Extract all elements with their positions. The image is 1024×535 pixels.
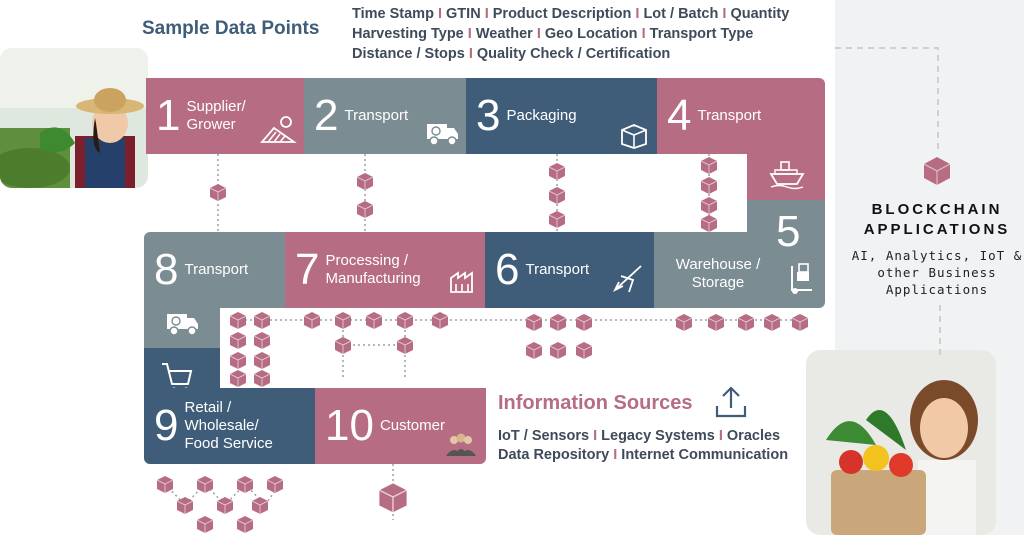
info-sources-line1: IoT / Sensors I Legacy Systems I Oracles <box>498 427 788 446</box>
blockchain-sub-3: Applications <box>885 282 989 297</box>
separator-bar: I <box>637 26 650 42</box>
list-item: Time Stamp <box>352 6 434 22</box>
warehouse-dolly-icon <box>791 263 812 294</box>
step-5-number: 5 <box>776 207 801 256</box>
step-9-top <box>144 348 220 393</box>
step-3-label: Packaging <box>506 107 577 124</box>
list-item: Transport Type <box>649 26 754 42</box>
cubes-row2 <box>229 311 809 388</box>
data-fields-line2: Harvesting Type I Weather I Geo Location… <box>352 24 789 44</box>
data-fields-line1: Time Stamp I GTIN I Product Description … <box>352 4 789 24</box>
list-item: Quantity <box>730 6 790 22</box>
separator-bar: I <box>631 6 644 22</box>
customer-photo <box>806 350 996 535</box>
data-fields: Time Stamp I GTIN I Product Description … <box>352 4 789 64</box>
step-1-number: 1 <box>156 91 181 140</box>
step-9-number: 9 <box>154 401 179 450</box>
blockchain-cube-icon <box>923 157 951 185</box>
step-10-label: Customer <box>379 417 445 434</box>
list-item: GTIN <box>446 6 481 22</box>
step-8-extension <box>144 308 220 348</box>
list-item: Quality Check / Certification <box>476 46 671 62</box>
list-item: Oracles <box>726 428 781 444</box>
separator-bar: I <box>464 46 477 62</box>
cubes-row1 <box>209 156 718 233</box>
list-item: Legacy Systems <box>601 428 715 444</box>
step-8-number: 8 <box>154 245 179 294</box>
list-item: Data Repository <box>498 447 610 463</box>
step-7-number: 7 <box>295 245 320 294</box>
factory-icon <box>450 271 473 293</box>
list-item: Geo Location <box>544 26 638 42</box>
step-8-transport[interactable]: 8 Transport <box>144 232 285 308</box>
cargo-ship-icon <box>769 161 805 190</box>
farm-field-icon <box>260 116 297 143</box>
blockchain-title-2: APPLICATIONS <box>863 221 1011 238</box>
separator-bar: I <box>589 428 602 444</box>
sample-data-header: Sample Data Points <box>142 18 320 39</box>
info-sources-title: Information Sources <box>498 392 693 414</box>
step-2-label: Transport <box>344 107 409 124</box>
step-6-number: 6 <box>495 245 520 294</box>
step-10-number: 10 <box>325 401 374 450</box>
airplane-icon <box>612 265 642 293</box>
step-3-packaging[interactable]: 3 Packaging <box>466 78 657 154</box>
delivery-truck-icon <box>427 124 458 146</box>
step-5-top <box>747 200 825 232</box>
list-item: Harvesting Type <box>352 26 464 42</box>
separator-bar: I <box>714 428 727 444</box>
step-4-label: Transport <box>697 107 762 124</box>
list-item: Distance / Stops <box>352 46 465 62</box>
step-9-retail[interactable]: 9 Retail / Wholesale/ Food Service <box>144 388 315 464</box>
step-7-processing[interactable]: 7 Processing / Manufacturing <box>285 232 485 308</box>
step-1-label: Supplier/ Grower <box>186 98 246 133</box>
step-4-number: 4 <box>667 91 692 140</box>
separator-bar: I <box>718 6 731 22</box>
step-6-label: Transport <box>525 261 590 278</box>
separator-bar: I <box>480 6 493 22</box>
blockchain-sub-2: other Business <box>877 265 997 280</box>
clock-truck-icon <box>167 314 198 336</box>
step-7-label: Processing / Manufacturing <box>325 252 421 287</box>
blockchain-title-1: BLOCKCHAIN <box>871 201 1003 218</box>
step-9-label: Retail / Wholesale/ Food Service <box>184 399 273 452</box>
step-1-supplier-grower[interactable]: 1 Supplier/ Grower <box>146 78 304 154</box>
step-8-label: Transport <box>184 261 249 278</box>
info-sources-list: IoT / Sensors I Legacy Systems I Oracles… <box>498 427 788 465</box>
separator-bar: I <box>532 26 545 42</box>
list-item: Internet Communication <box>621 447 789 463</box>
step-10-customer[interactable]: 10 Customer <box>315 388 486 464</box>
step-5-warehouse[interactable]: Warehouse / Storage <box>654 232 825 308</box>
separator-bar: I <box>463 26 476 42</box>
list-item: Product Description <box>492 6 632 22</box>
customers-icon <box>446 433 476 456</box>
package-box-icon <box>621 124 647 149</box>
step-4-transport[interactable]: 4 Transport <box>657 78 825 154</box>
separator-bar: I <box>433 6 447 22</box>
step-4-extension <box>747 154 825 200</box>
step-5-label: Warehouse / Storage <box>675 256 761 291</box>
separator-bar: I <box>609 447 622 463</box>
step-3-number: 3 <box>476 91 501 140</box>
step-6-transport[interactable]: 6 Transport <box>485 232 654 308</box>
data-fields-line3: Distance / Stops I Quality Check / Certi… <box>352 44 789 64</box>
info-sources-line2: Data Repository I Internet Communication <box>498 446 788 465</box>
list-item: Weather <box>475 26 533 42</box>
step-2-number: 2 <box>314 91 339 140</box>
farmer-photo <box>0 48 148 188</box>
cubes-row3 <box>156 475 408 534</box>
list-item: Lot / Batch <box>643 6 719 22</box>
list-item: IoT / Sensors <box>498 428 590 444</box>
step-2-transport[interactable]: 2 Transport <box>304 78 466 154</box>
upload-icon <box>715 386 747 418</box>
blockchain-sub-1: AI, Analytics, IoT & <box>851 248 1023 263</box>
